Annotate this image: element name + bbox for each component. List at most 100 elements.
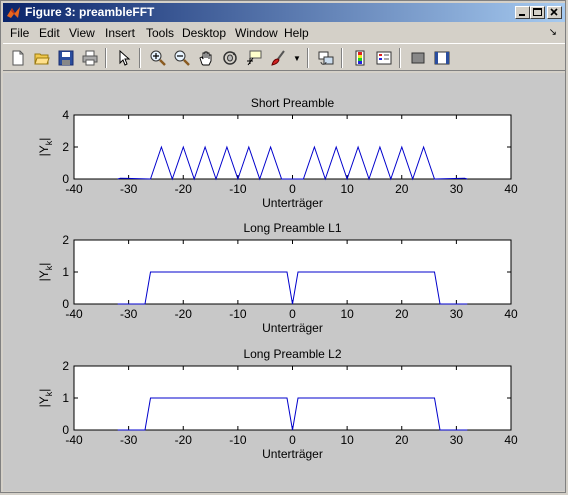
zoom-out-icon: [174, 50, 190, 66]
axes-1-ylabel: |Yk|: [37, 138, 54, 157]
axes-3-xlabel: Unterträger: [262, 447, 323, 461]
open-file-button[interactable]: [31, 47, 53, 69]
pan-button[interactable]: [195, 47, 217, 69]
toolbar-separator: [399, 48, 401, 68]
show-plot-tools-button[interactable]: [431, 47, 453, 69]
axes-1-xtick-label: -30: [120, 182, 138, 196]
hide-plot-tools-icon: [411, 52, 425, 64]
axes-2-xtick-label: 0: [289, 307, 296, 321]
axes-2-ytick-label: 1: [62, 265, 69, 279]
zoom-in-icon: [150, 50, 166, 66]
edit-plot-button[interactable]: [113, 47, 135, 69]
menu-bar: File Edit View Insert Tools Desktop Wind…: [3, 23, 565, 42]
axes-3-ylabel: |Yk|: [37, 389, 54, 408]
matlab-logo-icon: [7, 7, 20, 18]
axes-1-xtick-label: 40: [504, 182, 518, 196]
axes-3-box: [73, 365, 512, 431]
axes-2-xlabel: Unterträger: [262, 321, 323, 335]
figure-canvas: -40 -30 -20 -10 0 10 20 30 40 0 2 4 Short Preamble Un…: [3, 73, 565, 491]
menu-tools[interactable]: Tools: [146, 26, 175, 40]
axes-1-xtick-label: 10: [340, 182, 354, 196]
menu-file[interactable]: File: [10, 26, 30, 40]
zoom-in-button[interactable]: [147, 47, 169, 69]
axes-1-xtick-label: 20: [395, 182, 409, 196]
toolbar-separator: [307, 48, 309, 68]
axes-3-title: Long Preamble L2: [243, 347, 341, 361]
axes-1-series-line: [117, 145, 468, 181]
dock-arrow-icon[interactable]: ↘: [548, 27, 557, 38]
minimize-button[interactable]: [515, 6, 530, 19]
print-icon: [82, 50, 98, 66]
menu-desktop[interactable]: Desktop: [182, 26, 227, 40]
new-figure-button[interactable]: [7, 47, 29, 69]
axes-3-xtick-label: 30: [450, 433, 464, 447]
axes-1-xtick-label: 0: [289, 182, 296, 196]
axes-1-xtick-label: -10: [229, 182, 247, 196]
maximize-icon: [533, 8, 542, 16]
window-title: Figure 3: preambleFFT: [25, 5, 155, 19]
brush-dropdown-arrow-icon[interactable]: ▼: [293, 54, 301, 63]
brush-icon: [271, 50, 285, 66]
axes-2-series-line: [117, 271, 468, 305]
figure-toolbar: ▼: [3, 43, 565, 71]
pan-hand-icon: [199, 51, 212, 66]
save-button[interactable]: [55, 47, 77, 69]
rotate-3d-icon: [223, 51, 237, 65]
data-cursor-icon: [247, 50, 262, 66]
axes-2-ytick-label: 2: [62, 233, 69, 247]
axes-3-ytick-label: 1: [62, 391, 69, 405]
axes-2-ylabel: |Yk|: [37, 263, 54, 282]
axes-3-xtick-label: 40: [504, 433, 518, 447]
minimize-icon: [519, 14, 525, 16]
axes-3-xtick-label: 20: [395, 433, 409, 447]
show-plot-tools-icon: [434, 51, 450, 65]
axes-2-xtick-label: 30: [450, 307, 464, 321]
axes-2-xtick-label: 40: [504, 307, 518, 321]
toolbar-separator: [139, 48, 141, 68]
link-plot-button[interactable]: [315, 47, 337, 69]
axes-2-xtick-label: -10: [229, 307, 247, 321]
menu-window[interactable]: Window: [235, 26, 278, 40]
axes-3-xtick-label: -20: [175, 433, 193, 447]
axes-2-xtick-label: 10: [340, 307, 354, 321]
axes-1-title: Short Preamble: [251, 96, 335, 110]
open-file-icon: [34, 53, 50, 65]
axes-1-xlabel: Unterträger: [262, 196, 323, 210]
toolbar-separator: [341, 48, 343, 68]
rotate-3d-button[interactable]: [219, 47, 241, 69]
menu-edit[interactable]: Edit: [39, 26, 60, 40]
axes-1-ytick-label: 2: [62, 140, 69, 154]
save-icon: [58, 50, 74, 66]
axes-2-xtick-label: -40: [65, 307, 83, 321]
toolbar-separator: [105, 48, 107, 68]
close-button[interactable]: [547, 6, 562, 19]
axes-3-series-line: [117, 397, 468, 431]
axes-3-xtick-label: -10: [229, 433, 247, 447]
axes-3-xtick-label: -40: [65, 433, 83, 447]
hide-plot-tools-button[interactable]: [407, 47, 429, 69]
axes-1-ytick-label: 0: [62, 172, 69, 186]
axes-1-xtick-label: -20: [175, 182, 193, 196]
axes-3-ytick-label: 0: [62, 423, 69, 437]
print-button[interactable]: [79, 47, 101, 69]
axes-1-box: [73, 114, 512, 180]
axes-3-xtick-label: -30: [120, 433, 138, 447]
insert-legend-button[interactable]: [373, 47, 395, 69]
data-cursor-button[interactable]: [243, 47, 265, 69]
menu-help[interactable]: Help: [284, 26, 309, 40]
menu-insert[interactable]: Insert: [105, 26, 136, 40]
insert-colorbar-icon: [355, 50, 365, 66]
maximize-button[interactable]: [530, 6, 545, 19]
title-bar[interactable]: Figure 3: preambleFFT: [3, 3, 565, 22]
zoom-out-button[interactable]: [171, 47, 193, 69]
axes-3-xtick-label: 0: [289, 433, 296, 447]
new-figure-icon: [12, 50, 24, 66]
menu-view[interactable]: View: [69, 26, 95, 40]
insert-colorbar-button[interactable]: [349, 47, 371, 69]
axes-3-ytick-label: 2: [62, 359, 69, 373]
axes-2-title: Long Preamble L1: [243, 221, 341, 235]
brush-button[interactable]: [267, 47, 289, 69]
axes-1-xtick-label: -40: [65, 182, 83, 196]
